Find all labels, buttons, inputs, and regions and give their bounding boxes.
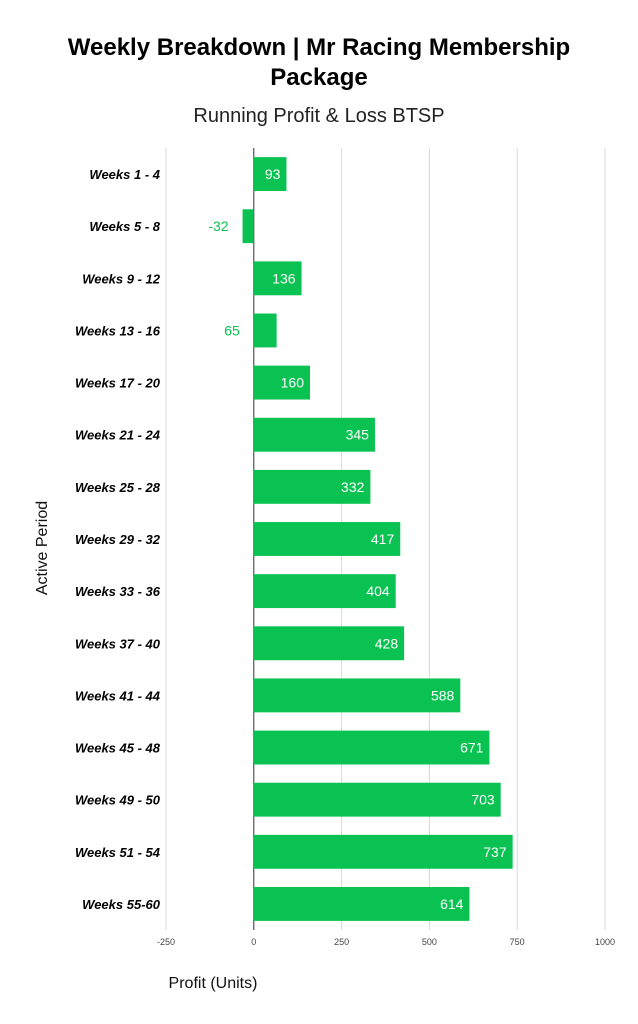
category-label: Weeks 51 - 54 <box>75 845 161 860</box>
bar <box>253 782 501 817</box>
bar <box>253 678 461 713</box>
category-label: Weeks 33 - 36 <box>75 584 161 599</box>
bar-value-label: 737 <box>483 844 507 860</box>
bar-value-label: 404 <box>366 583 390 599</box>
category-label: Weeks 49 - 50 <box>75 793 161 808</box>
x-tick-labels: -250 0 250 500 750 1000 <box>157 937 615 947</box>
bar <box>253 469 371 504</box>
bar-value-label: 614 <box>440 896 464 912</box>
bar-value-label: 345 <box>346 427 370 443</box>
x-tick-label: 750 <box>510 937 525 947</box>
bar <box>253 886 470 921</box>
bar <box>242 209 254 244</box>
bar <box>253 365 310 400</box>
bar-value-label: 428 <box>375 635 399 651</box>
bar-value-label: 703 <box>471 792 495 808</box>
bar <box>253 574 396 609</box>
category-label: Weeks 25 - 28 <box>75 480 161 495</box>
bar <box>253 261 302 296</box>
category-label: Weeks 5 - 8 <box>89 219 160 234</box>
y-axis-label: Active Period <box>34 501 51 595</box>
chart-title-line1: Weekly Breakdown | Mr Racing Membership <box>68 34 570 61</box>
category-label: Weeks 17 - 20 <box>75 376 161 391</box>
chart-subtitle: Running Profit & Loss BTSP <box>193 105 444 127</box>
bar-value-label: 417 <box>371 531 395 547</box>
bar <box>253 157 287 192</box>
bar <box>253 834 513 869</box>
category-label: Weeks 1 - 4 <box>89 167 160 182</box>
x-tick-label: 250 <box>334 937 349 947</box>
category-labels: Weeks 1 - 4 Weeks 5 - 8 Weeks 9 - 12 Weeks … <box>75 167 161 912</box>
bar <box>253 313 277 348</box>
bar-value-label: 93 <box>265 166 281 182</box>
bars-group: 93 -32 136 65 160 345 332 417 404 428 588 671 703 737… <box>208 157 513 921</box>
category-label: Weeks 45 - 48 <box>75 741 161 756</box>
x-tick-label: 0 <box>251 937 256 947</box>
category-label: Weeks 9 - 12 <box>82 271 161 286</box>
bar-value-label: 65 <box>224 322 240 338</box>
bar-value-label: 136 <box>272 270 296 286</box>
x-tick-label: 1000 <box>595 937 615 947</box>
chart-title-line2: Package <box>270 64 367 91</box>
category-label: Weeks 37 - 40 <box>75 636 161 651</box>
bar <box>253 626 405 661</box>
bar-value-label: 671 <box>460 740 484 756</box>
bar-value-label: 588 <box>431 687 455 703</box>
x-tick-label: -250 <box>157 937 175 947</box>
x-axis-label: Profit (Units) <box>169 975 258 992</box>
bar <box>253 522 401 556</box>
bar-value-label: -32 <box>208 218 228 234</box>
category-label: Weeks 29 - 32 <box>75 532 161 547</box>
category-label: Weeks 55-60 <box>82 897 161 912</box>
category-label: Weeks 41 - 44 <box>75 688 161 703</box>
category-label: Weeks 21 - 24 <box>75 428 161 443</box>
x-tick-label: 500 <box>422 937 437 947</box>
bar <box>253 730 490 765</box>
bar-value-label: 160 <box>281 375 305 391</box>
bar <box>253 417 375 452</box>
bar-value-label: 332 <box>341 479 365 495</box>
category-label: Weeks 13 - 16 <box>75 323 161 338</box>
